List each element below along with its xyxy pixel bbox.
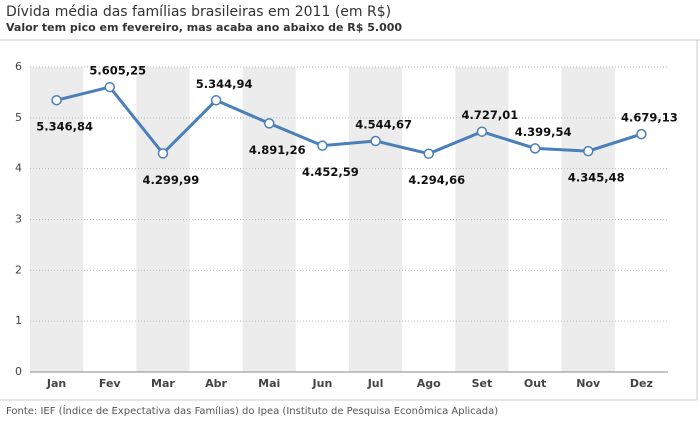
marker bbox=[51, 94, 62, 106]
value-label: 5.605,25 bbox=[89, 64, 146, 78]
source: Fonte: IEF (Índice de Expectativa das Fa… bbox=[6, 404, 498, 417]
y-tick-label: 6 bbox=[15, 60, 22, 73]
marker bbox=[476, 126, 488, 137]
value-label: 4.679,13 bbox=[621, 111, 678, 125]
marker bbox=[104, 81, 115, 93]
x-tick-label: Nov bbox=[576, 377, 601, 390]
y-tick-label: 3 bbox=[15, 213, 22, 226]
value-label: 4.294,66 bbox=[408, 173, 465, 187]
marker bbox=[529, 143, 541, 154]
x-tick-label: Mai bbox=[258, 377, 280, 390]
marker bbox=[210, 95, 222, 106]
x-tick-label: Set bbox=[472, 377, 493, 390]
chart-subtitle: Valor tem pico em fevereiro, mas acaba a… bbox=[6, 21, 402, 34]
y-tick-label: 1 bbox=[15, 314, 22, 327]
x-tick-label: Fev bbox=[99, 377, 122, 390]
x-tick-label: Dez bbox=[630, 377, 653, 390]
marker bbox=[157, 148, 169, 159]
band bbox=[242, 67, 296, 372]
x-tick-label: Jan bbox=[46, 377, 66, 390]
band bbox=[455, 67, 509, 372]
marker bbox=[423, 148, 434, 159]
x-tick-label: Out bbox=[524, 377, 546, 390]
value-label: 5.344,94 bbox=[196, 77, 253, 91]
value-label: 5.346,84 bbox=[36, 120, 93, 134]
value-label: 4.345,48 bbox=[568, 171, 625, 185]
marker bbox=[317, 140, 328, 151]
value-label: 4.299,99 bbox=[143, 173, 200, 187]
value-label: 4.452,59 bbox=[302, 165, 359, 179]
y-tick-label: 0 bbox=[15, 365, 22, 378]
marker bbox=[264, 118, 275, 129]
marker bbox=[636, 128, 647, 140]
y-tick-label: 4 bbox=[15, 162, 22, 175]
band bbox=[30, 67, 84, 372]
value-label: 4.544,67 bbox=[355, 117, 412, 131]
value-label: 4.727,01 bbox=[462, 108, 519, 122]
x-tick-label: Mar bbox=[151, 377, 175, 390]
x-tick-label: Ago bbox=[417, 377, 441, 390]
y-tick-label: 5 bbox=[15, 111, 22, 124]
x-tick-label: Jul bbox=[367, 377, 384, 390]
line bbox=[56, 85, 642, 156]
x-tick-label: Jun bbox=[312, 377, 333, 390]
value-label: 4.399,54 bbox=[515, 125, 572, 139]
y-tick-label: 2 bbox=[15, 263, 22, 276]
marker bbox=[370, 135, 381, 147]
chart-title: Dívida média das famílias brasileiras em… bbox=[6, 4, 391, 20]
value-label: 4.891,26 bbox=[249, 143, 306, 157]
marker bbox=[583, 145, 594, 157]
x-tick-label: Abr bbox=[205, 377, 227, 390]
